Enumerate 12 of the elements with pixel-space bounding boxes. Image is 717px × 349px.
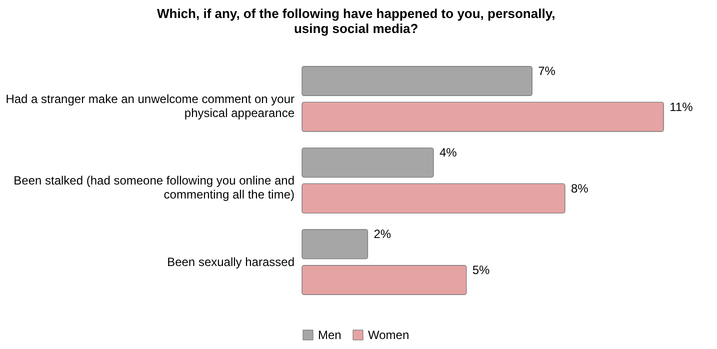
legend-label: Men — [318, 328, 342, 342]
legend-label: Women — [368, 328, 410, 342]
data-label: 11% — [670, 100, 694, 114]
data-label: 4% — [439, 146, 458, 160]
y-tick-label: Had a stranger make an unwelcome comment on your physical appearance — [6, 92, 295, 120]
data-label: 2% — [374, 227, 392, 242]
y-tick-label: Been sexually harassed — [167, 255, 294, 270]
y-tick-label: Been stalked (had someone following you online and commenting all the time) — [14, 174, 294, 202]
data-label: 7% — [538, 64, 556, 78]
data-label: 5% — [472, 262, 490, 277]
data-label: 8% — [570, 181, 589, 196]
chart-title: Which, if any, of the following have happened to you, personally, using social media? — [156, 6, 556, 36]
